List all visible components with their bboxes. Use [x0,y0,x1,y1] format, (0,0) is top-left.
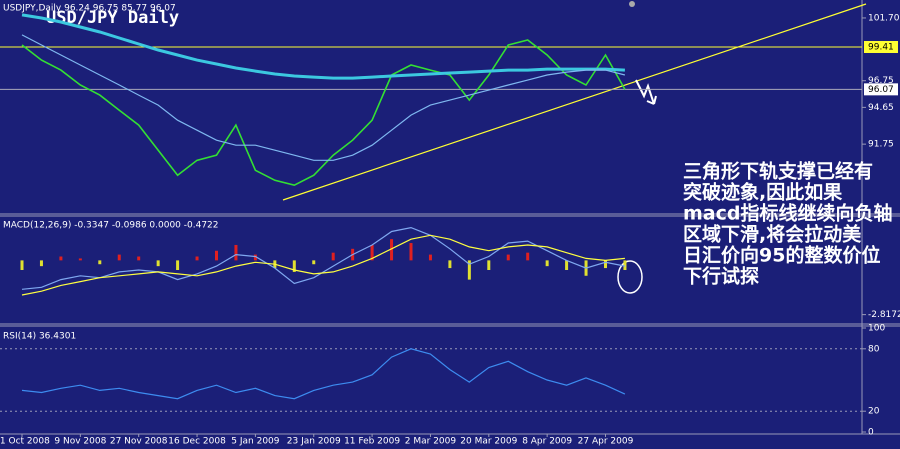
panel-frames [0,0,900,435]
x-tick-label: 21 Oct 2008 [0,437,50,447]
x-tick-label: 23 Jan 2009 [287,437,341,447]
y-tick-label: 91.75 [868,140,894,150]
histogram-bar [506,254,510,261]
histogram-bar [78,258,82,261]
histogram-bar [234,244,238,261]
histogram-bar [487,260,491,270]
x-tick-label: 27 Nov 2008 [110,437,168,447]
rsi-header: RSI(14) 36.4301 [3,332,76,342]
series-line [21,348,626,400]
level-label-box [864,40,898,53]
macd-header: MACD(12,26,9) -0.3347 -0.0986 0.0000 -0.… [3,221,219,231]
histogram-bar [604,260,607,269]
x-tick-label: 27 Apr 2009 [578,437,634,447]
series-line [21,39,626,187]
highlight-circle [617,260,643,294]
y-tick-label: 94.65 [868,103,894,113]
histogram-bar [156,260,160,267]
y-tick-label: 101.70 [868,13,900,23]
arrow [635,79,657,105]
histogram-bar [312,260,316,265]
series-line [21,226,626,290]
chart-header: USDJPY,Daily 96.24 96.75 85.77 96.07 [3,4,176,14]
histogram-bar [20,260,24,270]
histogram-bar [59,256,63,261]
y-tick-label: 20 [868,407,880,417]
histogram-bar [98,260,102,265]
annotation-line: macd指标线继续向负轴 [683,202,892,225]
histogram-bar [428,254,432,261]
histogram-bar [331,252,335,261]
histogram-bar [117,254,121,261]
y-tick-label: 80 [868,344,880,354]
last-price-label: 96.07 [868,85,894,95]
x-tick-label: 5 Jan 2009 [231,437,279,447]
y-tick-label: 100 [868,324,885,334]
indicator-dot [629,1,635,7]
histogram-bar [545,260,549,267]
histogram-bar [623,260,627,270]
histogram-bar [215,250,218,261]
chart-title: USD/JPY Daily [46,8,179,28]
annotation-line: 下行试探 [683,265,759,288]
annotation-line: 三角形下轨支撑已经有 [683,160,873,183]
histogram-bar [176,260,180,270]
histogram-bar [390,239,394,261]
histogram-bar [370,244,374,261]
x-tick-label: 16 Dec 2008 [168,437,226,447]
histogram-bar [467,260,471,280]
histogram-bar [292,260,296,272]
annotation-line: 突破迹象,因此如果 [683,181,842,204]
histogram-bar [253,254,257,261]
y-tick-label: 0 [868,428,874,438]
series-line [21,234,625,296]
histogram-bar [137,256,141,261]
annotation-line: 日汇价向95的整数价位 [683,244,880,267]
last-price-box [864,83,898,96]
x-tick-label: 2 Mar 2009 [405,437,457,447]
x-tick-label: 11 Feb 2009 [344,437,400,447]
histogram-bar [448,260,452,269]
histogram-bar [39,260,43,267]
y-tick-label: 96.75 [868,76,894,86]
level-label: 99.41 [868,42,894,52]
x-tick-label: 20 Mar 2009 [460,437,517,447]
histogram-bar [195,256,199,261]
y-tick-label: -2.8172 [868,310,900,320]
histogram-bar [565,260,569,270]
histogram-bar [409,243,413,261]
series-line [21,34,626,161]
trendline [282,3,867,201]
histogram-bar [526,252,530,261]
annotation-line: 区域下滑,将会拉动美 [683,223,862,246]
series-line [21,13,625,80]
x-tick-label: 8 Apr 2009 [522,437,572,447]
x-tick-label: 9 Nov 2008 [54,437,106,447]
